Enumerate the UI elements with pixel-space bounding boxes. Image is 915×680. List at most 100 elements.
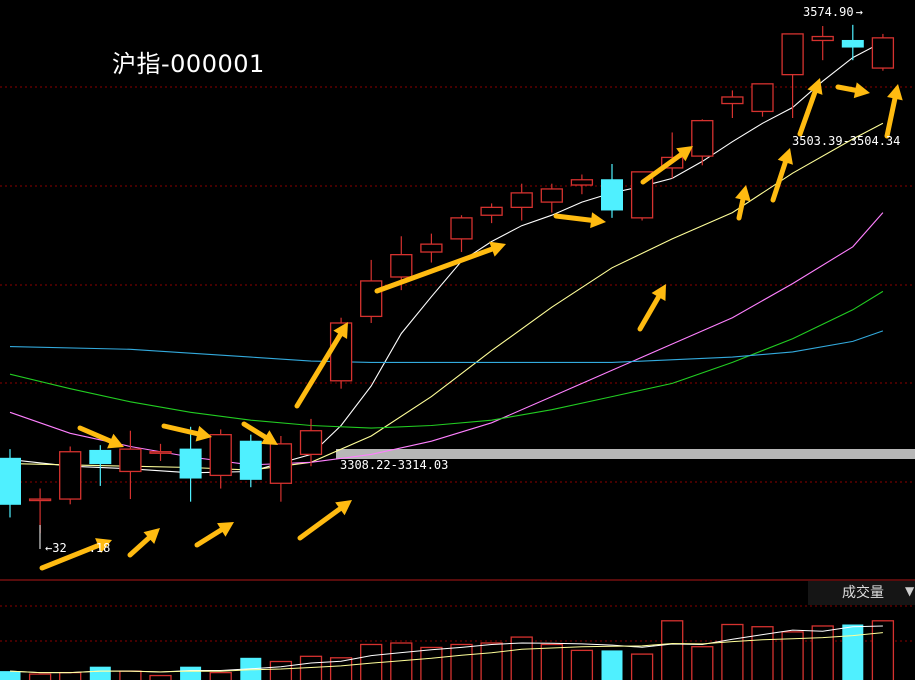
volume-bar — [59, 671, 82, 680]
candle-up — [781, 33, 804, 118]
volume-bar — [601, 650, 623, 680]
candle-up — [299, 418, 323, 467]
ma-line-ma30 — [9, 290, 884, 429]
candle-down — [841, 24, 864, 61]
candle-down — [601, 163, 623, 218]
candle-body — [691, 119, 714, 157]
trend-arrow-icon — [797, 78, 823, 137]
low-price-label: ←32.18 — [45, 541, 111, 555]
arrow-shaft — [194, 527, 224, 548]
candle-body — [420, 243, 443, 253]
volume-bar — [420, 646, 443, 680]
volume-bar — [360, 643, 383, 680]
volume-bar — [811, 625, 834, 680]
candle-body — [871, 37, 895, 69]
volume-bar — [842, 624, 864, 680]
arrow-shaft — [835, 84, 858, 93]
candle-body — [0, 457, 21, 505]
candle-down — [89, 445, 112, 486]
arrow-shaft — [637, 294, 661, 332]
chart-title: 沪指-000001 — [112, 50, 265, 78]
volume-bar — [0, 671, 21, 680]
arrow-head — [217, 522, 234, 537]
trend-arrow-icon — [194, 522, 234, 548]
volume-bar — [480, 642, 503, 680]
high-price-label: 3574.90 → — [803, 5, 863, 19]
arrow-head — [261, 430, 278, 445]
volume-panel — [0, 620, 895, 680]
trend-arrow-icon — [161, 423, 212, 442]
arrow-shaft — [297, 506, 343, 541]
trend-arrow-icon — [770, 148, 793, 203]
support-band — [336, 449, 915, 459]
candle-body — [179, 448, 202, 479]
caret-down-icon[interactable]: ▼ — [905, 584, 915, 598]
arrow-shaft — [294, 332, 343, 409]
arrow-shaft — [553, 213, 594, 223]
volume-bar — [570, 649, 594, 680]
volume-bar — [630, 653, 654, 680]
candle-body — [450, 217, 473, 240]
range-mid-label: 3308.22-3314.03 — [340, 458, 449, 472]
range-top-label: 3503.39-3504.34 — [792, 134, 901, 148]
arrow-head — [489, 241, 506, 257]
candle-body — [28, 498, 52, 502]
arrow-shaft — [241, 421, 268, 440]
volume-bar — [119, 670, 142, 680]
candle-up — [420, 233, 443, 263]
trend-arrow-icon — [294, 322, 348, 409]
volume-bar — [329, 657, 353, 680]
candle-body — [209, 434, 232, 477]
trend-arrow-icon — [735, 185, 751, 221]
trend-arrow-icon — [77, 425, 124, 449]
arrow-head — [676, 146, 693, 162]
candle-body — [601, 179, 623, 211]
candle-body — [781, 33, 804, 76]
volume-indicator-selector[interactable]: 成交量 — [808, 581, 915, 605]
volume-bar — [540, 643, 563, 680]
arrow-head — [335, 500, 352, 516]
moving-averages — [9, 41, 884, 474]
arrow-head — [807, 78, 823, 95]
arrow-shaft — [77, 425, 113, 444]
volume-bar — [180, 666, 202, 680]
arrow-shaft — [770, 159, 788, 203]
ma-line-ma10 — [9, 122, 884, 471]
candle-body — [570, 179, 594, 186]
candle-up — [871, 33, 895, 71]
candles — [0, 24, 895, 534]
volume-bar — [209, 671, 232, 680]
arrow-head — [107, 433, 124, 449]
candle-up — [59, 446, 82, 505]
trend-arrow-icon — [884, 84, 903, 139]
candle-up — [540, 183, 563, 213]
candle-up — [269, 435, 293, 502]
trend-arrows — [39, 78, 903, 571]
arrow-head — [590, 212, 606, 229]
candle-up — [119, 430, 142, 500]
candle-up — [811, 26, 834, 61]
volume-bar — [781, 631, 804, 680]
candle-body — [540, 188, 563, 203]
candle-up — [570, 174, 594, 195]
arrow-shaft — [640, 152, 684, 185]
candle-up — [450, 215, 473, 253]
candle-up — [510, 183, 533, 221]
trend-arrow-icon — [835, 82, 870, 99]
volume-label: 成交量 — [842, 585, 884, 601]
candle-body — [299, 430, 323, 456]
candle-down — [0, 449, 21, 518]
volume-bar — [871, 620, 895, 680]
volume-bar — [721, 623, 744, 680]
candle-body — [630, 171, 654, 219]
arrow-head — [777, 148, 793, 165]
trend-arrow-icon — [297, 500, 352, 541]
candle-up — [480, 203, 503, 224]
candle-up — [209, 429, 232, 489]
ma-line-ma60 — [9, 330, 884, 363]
arrow-head — [143, 528, 160, 544]
candle-body — [269, 443, 293, 484]
volume-bar — [269, 660, 293, 680]
candle-body — [119, 448, 142, 473]
candle-up — [390, 236, 413, 291]
